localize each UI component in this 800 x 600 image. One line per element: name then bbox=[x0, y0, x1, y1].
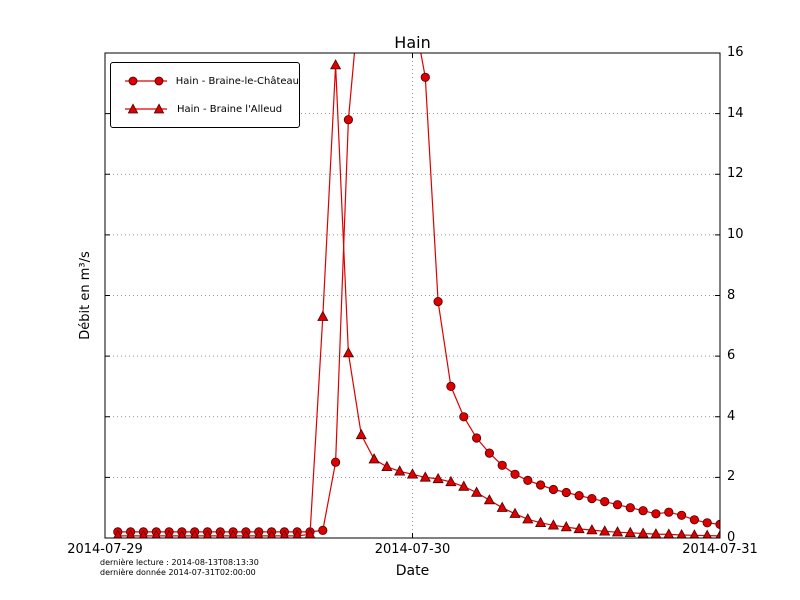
footer-note: dernière lecture : 2014-08-13T08:13:30 d… bbox=[100, 558, 259, 577]
x-axis-label: Date bbox=[395, 563, 430, 579]
legend: Hain - Braine-le-Château Hain - Braine l… bbox=[110, 62, 300, 128]
chart-title: Hain bbox=[394, 33, 431, 52]
x-tick-label: 2014-07-31 bbox=[682, 542, 758, 557]
legend-line-triangle-icon bbox=[125, 103, 167, 114]
y-tick-label: 0 bbox=[727, 530, 736, 545]
y-tick-label: 12 bbox=[727, 166, 744, 182]
legend-item-braine-le-chateau: Hain - Braine-le-Château bbox=[123, 75, 299, 87]
legend-item-braine-l-alleud: Hain - Braine l'Alleud bbox=[123, 103, 299, 115]
legend-label: Hain - Braine l'Alleud bbox=[177, 103, 283, 115]
y-axis-label: Débit en m³/s bbox=[78, 251, 93, 340]
legend-label: Hain - Braine-le-Château bbox=[175, 75, 299, 87]
y-tick-label: 8 bbox=[727, 287, 736, 303]
y-tick-label: 4 bbox=[727, 408, 736, 424]
x-tick-label: 2014-07-29 bbox=[67, 542, 143, 557]
y-tick-label: 16 bbox=[727, 45, 744, 60]
legend-line-circle-icon bbox=[125, 76, 167, 86]
y-tick-label: 10 bbox=[727, 226, 744, 242]
y-tick-label: 14 bbox=[727, 105, 744, 121]
x-tick-label: 2014-07-30 bbox=[374, 542, 451, 557]
last-reading-text: dernière lecture : 2014-08-13T08:13:30 bbox=[100, 558, 259, 567]
y-tick-label: 6 bbox=[727, 348, 736, 364]
last-data-text: dernière donnée 2014-07-31T02:00:00 bbox=[100, 567, 256, 577]
y-tick-label: 2 bbox=[727, 469, 736, 485]
